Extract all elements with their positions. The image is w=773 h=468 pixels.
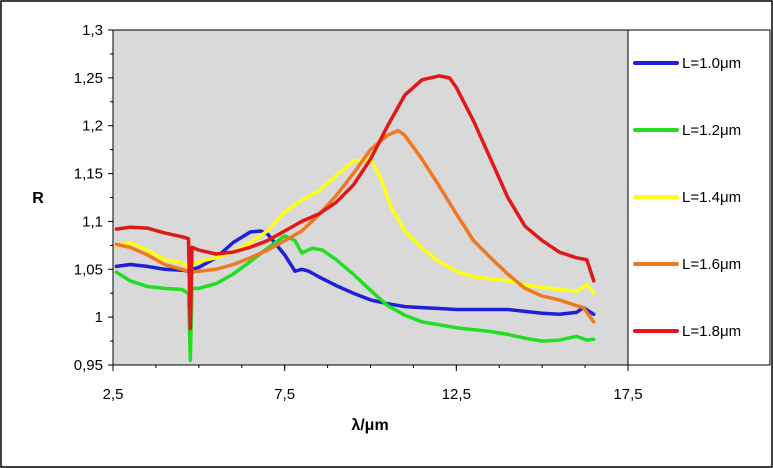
y-tick-label: 0,95 bbox=[74, 357, 103, 374]
x-tick-label: 12,5 bbox=[442, 386, 471, 403]
y-tick-label: 1,1 bbox=[82, 213, 103, 230]
x-axis-title: λ/μm bbox=[351, 417, 388, 434]
series-line-5 bbox=[114, 74, 596, 331]
legend: L=1.0μm L=1.2μm L=1.4μm L=1.6μm L=1.8μm bbox=[633, 55, 741, 340]
legend-label-1: L=1.0μm bbox=[682, 55, 741, 72]
y-axis: 0,95 1 1,05 1,1 1,15 1,2 1,25 1,3 bbox=[74, 22, 113, 374]
x-tick-label: 7,5 bbox=[274, 386, 295, 403]
legend-label-3: L=1.4μm bbox=[682, 189, 741, 206]
x-tick-label: 17,5 bbox=[613, 386, 642, 403]
series-lines bbox=[114, 74, 596, 362]
y-tick-label: 1,25 bbox=[74, 70, 103, 87]
y-tick-label: 1,2 bbox=[82, 118, 103, 135]
plot-area bbox=[112, 29, 629, 366]
y-tick-label: 1,05 bbox=[74, 261, 103, 278]
y-tick-label: 1 bbox=[95, 309, 103, 326]
legend-label-5: L=1.8μm bbox=[682, 323, 741, 340]
y-axis-title: R bbox=[32, 190, 44, 207]
legend-label-2: L=1.2μm bbox=[682, 122, 741, 139]
y-tick-label: 1,3 bbox=[82, 22, 103, 39]
y-tick-label: 1,15 bbox=[74, 166, 103, 183]
x-tick-label: 2,5 bbox=[103, 386, 124, 403]
legend-label-4: L=1.6μm bbox=[682, 256, 741, 273]
series-line-2 bbox=[114, 234, 596, 362]
x-axis: 2,5 7,5 12,5 17,5 bbox=[103, 365, 643, 403]
